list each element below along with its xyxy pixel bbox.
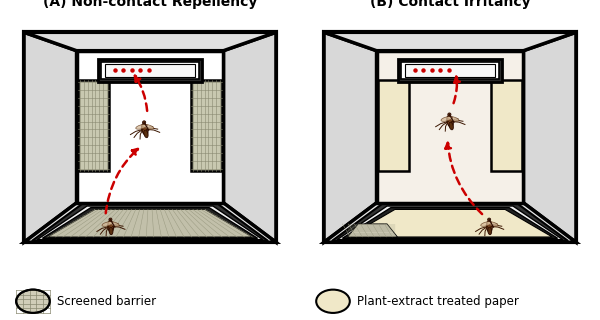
Polygon shape (347, 209, 553, 237)
Circle shape (488, 218, 491, 221)
Polygon shape (24, 203, 276, 242)
Bar (191, 80, 222, 172)
Polygon shape (347, 224, 398, 237)
Polygon shape (324, 203, 576, 242)
Bar (24, 32, 276, 242)
Circle shape (16, 290, 50, 313)
Text: (B) Contact Irritancy: (B) Contact Irritancy (370, 0, 530, 9)
Ellipse shape (142, 124, 154, 129)
Bar (401, 62, 499, 79)
Ellipse shape (108, 222, 119, 226)
Ellipse shape (487, 221, 492, 232)
Polygon shape (223, 32, 276, 242)
Ellipse shape (449, 122, 454, 130)
Circle shape (448, 113, 451, 116)
Text: Plant-extract treated paper: Plant-extract treated paper (357, 295, 519, 308)
Bar (377, 51, 523, 203)
Bar (106, 64, 194, 77)
Ellipse shape (448, 116, 459, 121)
Polygon shape (37, 206, 263, 240)
Polygon shape (32, 204, 268, 241)
Ellipse shape (481, 222, 492, 226)
Ellipse shape (144, 130, 148, 138)
Circle shape (316, 290, 350, 313)
Polygon shape (24, 32, 77, 242)
Polygon shape (332, 204, 568, 241)
Polygon shape (324, 32, 377, 242)
Ellipse shape (109, 227, 113, 235)
Polygon shape (43, 208, 257, 238)
Ellipse shape (447, 116, 453, 127)
Bar (324, 32, 576, 242)
Ellipse shape (487, 222, 498, 226)
Circle shape (109, 218, 112, 221)
Ellipse shape (136, 124, 147, 129)
Bar (77, 51, 223, 203)
Text: Screened barrier: Screened barrier (57, 295, 156, 308)
Bar (398, 59, 502, 82)
Ellipse shape (441, 116, 452, 121)
Bar (101, 62, 199, 79)
Bar (491, 80, 522, 172)
Bar (378, 80, 409, 172)
Text: (A) Non-contact Repellency: (A) Non-contact Repellency (43, 0, 257, 9)
Polygon shape (523, 32, 576, 242)
Polygon shape (343, 208, 557, 238)
Circle shape (143, 121, 146, 124)
Polygon shape (47, 209, 253, 237)
Bar (78, 80, 109, 172)
Bar (98, 59, 202, 82)
Ellipse shape (488, 227, 491, 235)
Bar (406, 64, 494, 77)
Polygon shape (324, 32, 576, 51)
Ellipse shape (142, 124, 148, 135)
Ellipse shape (102, 222, 113, 226)
Polygon shape (337, 206, 563, 240)
Ellipse shape (108, 221, 113, 232)
Polygon shape (24, 32, 276, 51)
